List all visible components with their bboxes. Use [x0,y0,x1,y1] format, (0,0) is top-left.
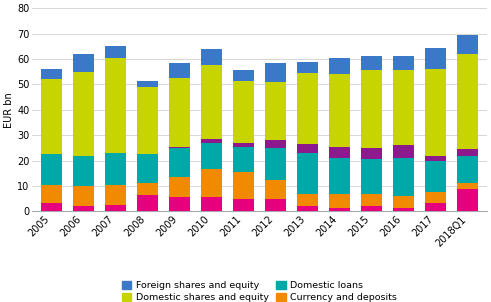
Bar [265,199,286,211]
Bar [41,79,62,154]
Bar [457,183,478,188]
Bar [169,198,190,211]
Bar [329,58,350,74]
Bar [41,154,62,185]
Bar [361,148,382,159]
Bar [201,65,222,139]
Bar [457,54,478,149]
Bar [329,207,350,211]
Legend: Foreign shares and equity, Domestic shares and equity, Foreign loans, Domestic l: Foreign shares and equity, Domestic shar… [122,281,397,302]
Bar [169,148,190,177]
Bar [329,74,350,146]
Bar [201,143,222,169]
Bar [105,153,126,185]
Bar [425,156,446,161]
Bar [265,63,286,82]
Bar [425,47,446,69]
Bar [361,194,382,206]
Bar [169,177,190,198]
Bar [425,203,446,211]
Bar [297,144,318,153]
Bar [265,148,286,180]
Bar [393,207,414,211]
Bar [329,158,350,194]
Bar [233,70,254,81]
Bar [361,159,382,194]
Bar [265,140,286,148]
Bar [425,192,446,203]
Bar [393,196,414,207]
Bar [137,195,158,211]
Bar [457,188,478,211]
Bar [73,206,94,211]
Bar [329,146,350,158]
Bar [457,35,478,54]
Bar [137,81,158,87]
Bar [265,180,286,199]
Bar [41,185,62,203]
Bar [297,73,318,144]
Bar [233,146,254,172]
Bar [169,78,190,146]
Bar [105,205,126,211]
Bar [425,161,446,192]
Bar [361,206,382,211]
Bar [73,54,94,72]
Bar [105,46,126,58]
Bar [73,156,94,186]
Bar [41,203,62,211]
Bar [425,69,446,156]
Bar [329,194,350,207]
Bar [233,143,254,146]
Bar [201,139,222,143]
Bar [297,62,318,73]
Bar [233,81,254,143]
Bar [201,198,222,211]
Bar [169,63,190,78]
Y-axis label: EUR bn: EUR bn [4,92,14,128]
Bar [457,149,478,156]
Bar [169,146,190,148]
Bar [393,145,414,158]
Bar [201,169,222,198]
Bar [297,153,318,194]
Bar [297,206,318,211]
Bar [361,70,382,148]
Bar [393,56,414,70]
Bar [233,172,254,199]
Bar [265,82,286,140]
Bar [297,194,318,206]
Bar [137,154,158,183]
Bar [393,70,414,145]
Bar [137,87,158,154]
Bar [233,199,254,211]
Bar [41,69,62,79]
Bar [137,183,158,195]
Bar [105,58,126,153]
Bar [201,49,222,65]
Bar [361,56,382,70]
Bar [393,158,414,196]
Bar [73,72,94,156]
Bar [73,186,94,206]
Bar [105,185,126,205]
Bar [457,156,478,183]
